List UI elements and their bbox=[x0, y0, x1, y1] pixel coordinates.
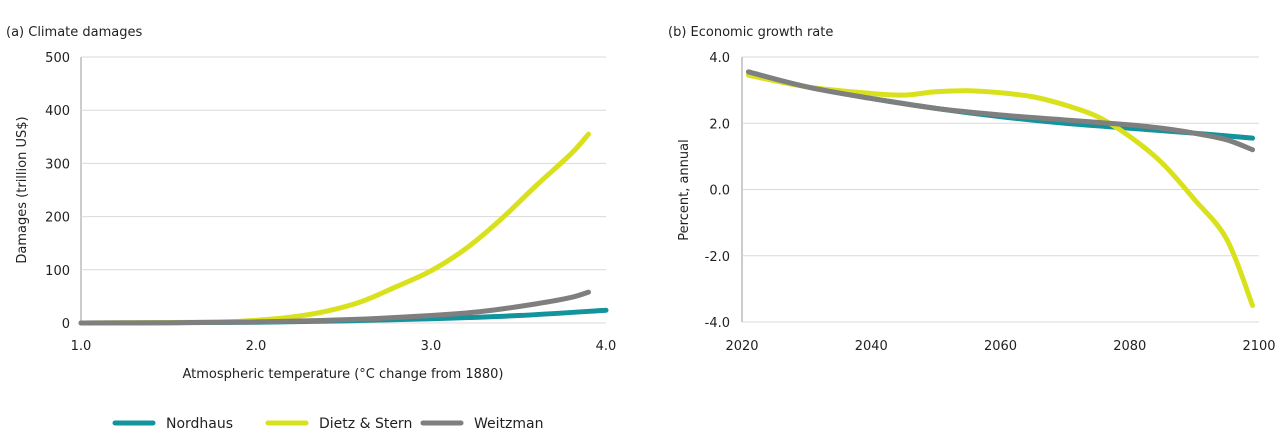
panel-a-x-tick-label: 4.0 bbox=[596, 339, 617, 354]
economic-growth-rate-chart: (b) Economic growth rate -4.0 -2.0 0.0 2.0 4… bbox=[668, 25, 1276, 354]
legend-item-weitzman: Weitzman bbox=[420, 416, 543, 432]
panel-b-y-tick-label: 2.0 bbox=[709, 117, 730, 132]
panel-a-series-dietz-stern bbox=[78, 131, 591, 326]
panel-a-y-tick-label: 400 bbox=[45, 104, 70, 119]
panel-a-y-tick-label: 100 bbox=[45, 264, 70, 279]
legend-label-dietz-stern: Dietz & Stern bbox=[319, 416, 412, 432]
panel-a-series-weitzman bbox=[78, 289, 591, 326]
panel-a-y-tick-label: 300 bbox=[45, 157, 70, 172]
panel-b-y-axis-title: Percent, annual bbox=[677, 139, 692, 240]
legend-label-nordhaus: Nordhaus bbox=[166, 416, 233, 432]
panel-b-title: (b) Economic growth rate bbox=[668, 25, 833, 40]
panel-a-x-tick-label: 1.0 bbox=[71, 339, 92, 354]
panel-a-title: (a) Climate damages bbox=[6, 25, 142, 40]
panel-b-series-dietz-stern bbox=[745, 72, 1256, 308]
panel-a-x-axis-title: Atmospheric temperature (°C change from … bbox=[182, 367, 503, 382]
legend: Nordhaus Dietz & Stern Weitzman bbox=[112, 416, 543, 432]
legend-label-weitzman: Weitzman bbox=[474, 416, 543, 432]
panel-b-x-tick-label: 2080 bbox=[1113, 339, 1146, 354]
panel-a-y-tick-label: 500 bbox=[45, 51, 70, 66]
panel-b-x-tick-label: 2060 bbox=[984, 339, 1017, 354]
panel-b-x-tick-label: 2020 bbox=[725, 339, 758, 354]
panel-b-y-tick-label: 4.0 bbox=[709, 51, 730, 66]
panel-a-y-axis-title: Damages (trillion US$) bbox=[15, 116, 30, 263]
panel-b-x-tick-label: 2040 bbox=[855, 339, 888, 354]
panel-a-y-tick-label: 200 bbox=[45, 211, 70, 226]
panel-a-x-tick-label: 2.0 bbox=[246, 339, 267, 354]
panel-a-x-tick-label: 3.0 bbox=[421, 339, 442, 354]
climate-damages-chart: (a) Climate damages 0 100 200 300 400 500 1.0… bbox=[6, 25, 616, 382]
panel-b-x-tick-label: 2100 bbox=[1242, 339, 1275, 354]
panel-a-y-tick-label: 0 bbox=[62, 317, 70, 332]
legend-item-dietz-stern: Dietz & Stern bbox=[265, 416, 412, 432]
panel-b-series-weitzman bbox=[745, 69, 1256, 153]
legend-item-nordhaus: Nordhaus bbox=[112, 416, 233, 432]
panel-b-y-tick-label: -2.0 bbox=[705, 250, 730, 265]
panel-b-y-tick-label: -4.0 bbox=[705, 316, 730, 331]
panel-b-y-tick-label: 0.0 bbox=[709, 184, 730, 199]
